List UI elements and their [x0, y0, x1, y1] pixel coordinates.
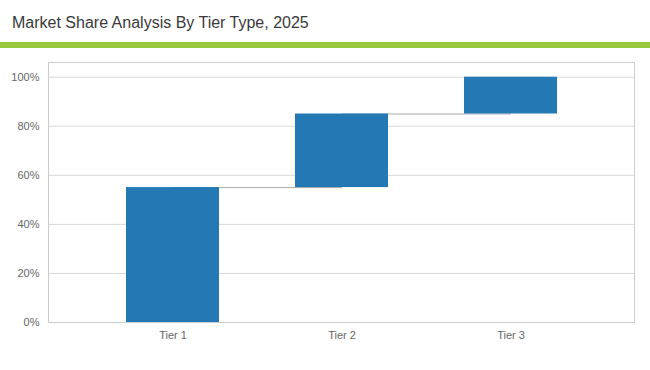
svg-text:Tier 2: Tier 2 [328, 329, 356, 341]
svg-text:40%: 40% [17, 218, 39, 230]
svg-text:80%: 80% [17, 120, 39, 132]
html-text:Market Share Analysis By Tier: Market Share Analysis By Tier Type, 2025 [12, 14, 309, 31]
svg-text:0%: 0% [24, 316, 40, 328]
svg-text:Tier 1: Tier 1 [159, 329, 187, 341]
svg-text:Tier 3: Tier 3 [497, 329, 525, 341]
svg-text:100%: 100% [11, 71, 39, 83]
svg-text:20%: 20% [17, 267, 39, 279]
svg-text:60%: 60% [17, 169, 39, 181]
